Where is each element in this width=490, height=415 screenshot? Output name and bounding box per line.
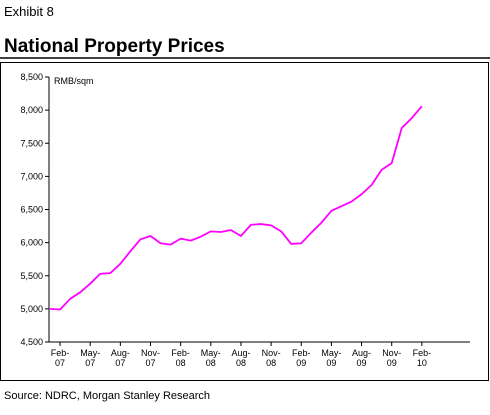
x-tick-label: Nov-07 [141,348,160,368]
x-tick-label: Feb-08 [171,348,190,368]
chart-frame [0,62,489,381]
y-tick-label: 4,500 [20,337,43,347]
y-tick-label: 5,000 [20,304,43,314]
x-tick-label: Nov-08 [262,348,281,368]
unit-label: RMB/sqm [54,76,94,86]
source-note: Source: NDRC, Morgan Stanley Research [4,390,210,402]
price-line [49,105,423,311]
exhibit-label: Exhibit 8 [4,4,54,19]
x-tick-label: Feb-10 [413,348,432,368]
x-tick-label: Aug-08 [231,348,250,368]
y-tick-label: 7,000 [20,171,43,181]
y-tick-label: 6,000 [20,238,43,248]
x-tick-label: Aug-07 [111,348,130,368]
y-tick-label: 8,500 [20,72,43,82]
exhibit-title: National Property Prices [4,36,225,57]
x-tick-label: May-09 [321,348,341,368]
x-tick-label: Feb-07 [51,348,70,368]
y-tick-label: 7,500 [20,138,43,148]
y-tick-label: 5,500 [20,271,43,281]
x-tick-label: May-08 [201,348,221,368]
x-tick-label: Feb-09 [292,348,311,368]
x-tick-label: Aug-09 [352,348,371,368]
y-tick-label: 6,500 [20,205,43,215]
x-tick-label: May-07 [80,348,100,368]
y-tick-label: 8,000 [20,105,43,115]
x-tick-label: Nov-09 [382,348,401,368]
